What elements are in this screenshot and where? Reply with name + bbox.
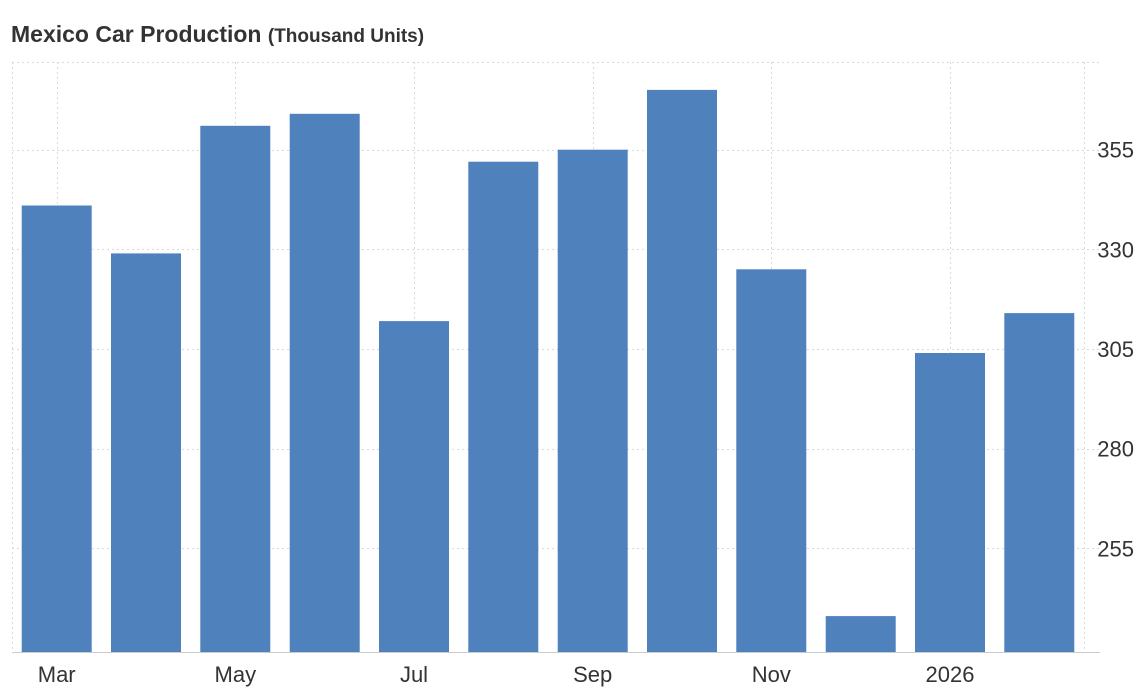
bar-apr <box>111 253 181 652</box>
x-tick-label: Sep <box>573 662 612 687</box>
bar-oct <box>647 89 717 652</box>
bar-aug <box>468 161 539 652</box>
bar-nov <box>736 269 807 652</box>
x-tick-label: May <box>215 662 257 687</box>
chart-subtitle: (Thousand Units) <box>267 26 425 47</box>
y-axis-tick-labels: 255 280 305 330 355 <box>1097 138 1134 562</box>
bar-2026 <box>915 353 985 652</box>
bar-jul <box>379 321 449 652</box>
y-tick-label: 255 <box>1097 536 1134 561</box>
bar-may <box>200 125 271 653</box>
x-tick-label: Mar <box>38 662 76 687</box>
chart-title: Mexico Car Production (Thousand Units) <box>11 20 424 51</box>
bar-jun <box>289 113 360 653</box>
y-tick-label: 330 <box>1097 237 1134 262</box>
bar-sep <box>557 149 628 652</box>
bar-dec <box>825 616 896 652</box>
y-tick-label: 355 <box>1097 138 1134 163</box>
y-tick-label: 305 <box>1097 337 1134 362</box>
y-tick-label: 280 <box>1097 437 1134 462</box>
x-tick-label: 2026 <box>926 662 975 687</box>
x-axis-tick-labels: Mar May Jul Sep Nov 2026 <box>38 662 975 687</box>
bar-feb <box>1004 313 1075 652</box>
x-tick-label: Jul <box>400 662 428 687</box>
bars <box>21 89 1075 653</box>
chart-title-text: Mexico Car Production <box>11 21 262 47</box>
bar-mar <box>21 205 92 652</box>
x-tick-label: Nov <box>752 662 791 687</box>
